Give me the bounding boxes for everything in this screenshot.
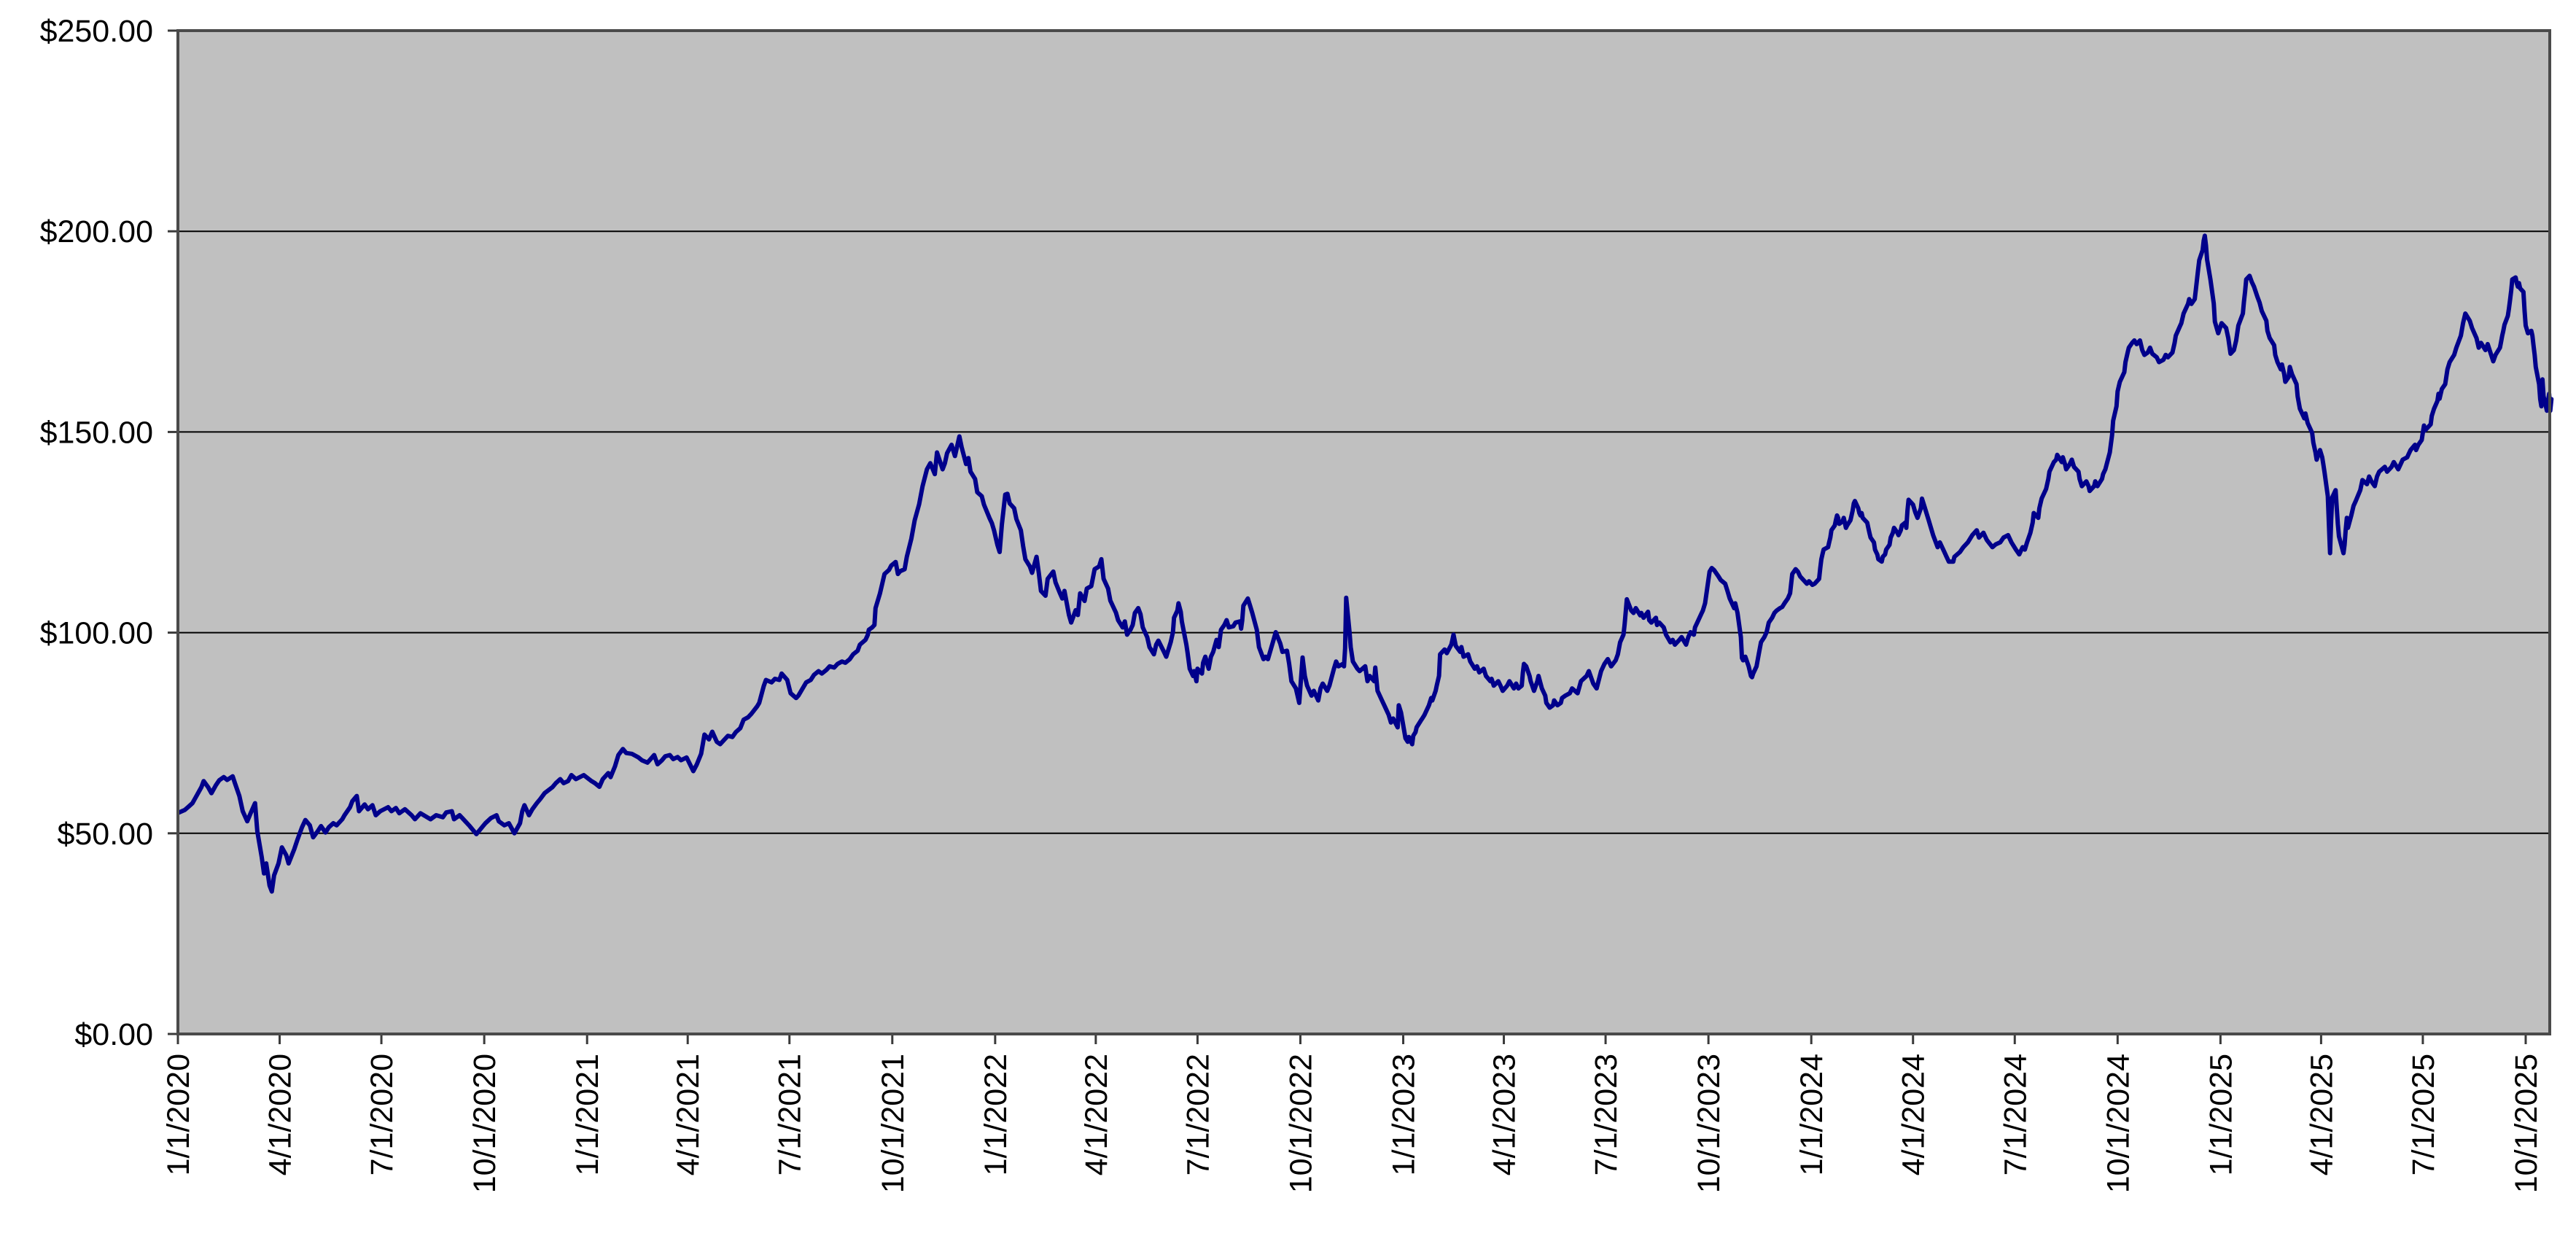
x-tick-label: 4/1/2020: [263, 1054, 298, 1175]
x-tick-label: 7/1/2023: [1589, 1054, 1624, 1175]
y-axis-labels: $0.00 $50.00 $100.00 $150.00 $200.00 $250.00: [40, 14, 153, 1052]
x-tick-label: 1/1/2022: [978, 1054, 1013, 1175]
x-tick-label: 7/1/2021: [773, 1054, 808, 1175]
x-tick-label: 1/1/2023: [1387, 1054, 1422, 1175]
gridlines: [178, 230, 2550, 834]
x-axis-ticks: [176, 1034, 2527, 1044]
x-tick-label: 1/1/2024: [1794, 1054, 1829, 1175]
x-tick-label: 4/1/2025: [2304, 1054, 2339, 1175]
x-tick-label: 7/1/2022: [1180, 1054, 1215, 1175]
y-tick-label: $150.00: [40, 415, 153, 450]
x-tick-label: 4/1/2023: [1487, 1054, 1522, 1175]
y-axis-ticks: [168, 29, 178, 1035]
y-tick-label: $0.00: [74, 1017, 153, 1052]
plot-area-background: [178, 31, 2550, 1034]
price-line: [176, 233, 2554, 894]
x-tick-label: 7/1/2025: [2406, 1054, 2441, 1175]
y-tick-label: $250.00: [40, 14, 153, 49]
x-tick-label: 1/1/2025: [2203, 1054, 2238, 1175]
x-tick-label: 7/1/2024: [1998, 1054, 2033, 1175]
x-tick-label: 10/1/2024: [2101, 1054, 2136, 1193]
x-tick-label: 10/1/2020: [467, 1054, 502, 1193]
plot-area-border: [176, 29, 2551, 1035]
x-tick-label: 10/1/2025: [2509, 1054, 2544, 1193]
x-tick-label: 4/1/2022: [1079, 1054, 1114, 1175]
x-tick-label: 7/1/2020: [365, 1054, 400, 1175]
x-tick-label: 10/1/2021: [876, 1054, 911, 1193]
x-tick-label: 4/1/2021: [671, 1054, 706, 1175]
x-tick-label: 1/1/2020: [161, 1054, 196, 1175]
y-tick-label: $100.00: [40, 616, 153, 651]
x-tick-label: 10/1/2023: [1692, 1054, 1727, 1193]
x-tick-label: 1/1/2021: [570, 1054, 605, 1175]
y-tick-label: $200.00: [40, 214, 153, 249]
x-tick-label: 4/1/2024: [1896, 1054, 1931, 1175]
y-tick-label: $50.00: [57, 817, 153, 852]
price-line-group: [176, 233, 2554, 894]
x-tick-label: 10/1/2022: [1283, 1054, 1318, 1193]
x-axis-labels: 1/1/2020 4/1/2020 7/1/2020 10/1/2020 1/1/202…: [161, 1054, 2544, 1193]
